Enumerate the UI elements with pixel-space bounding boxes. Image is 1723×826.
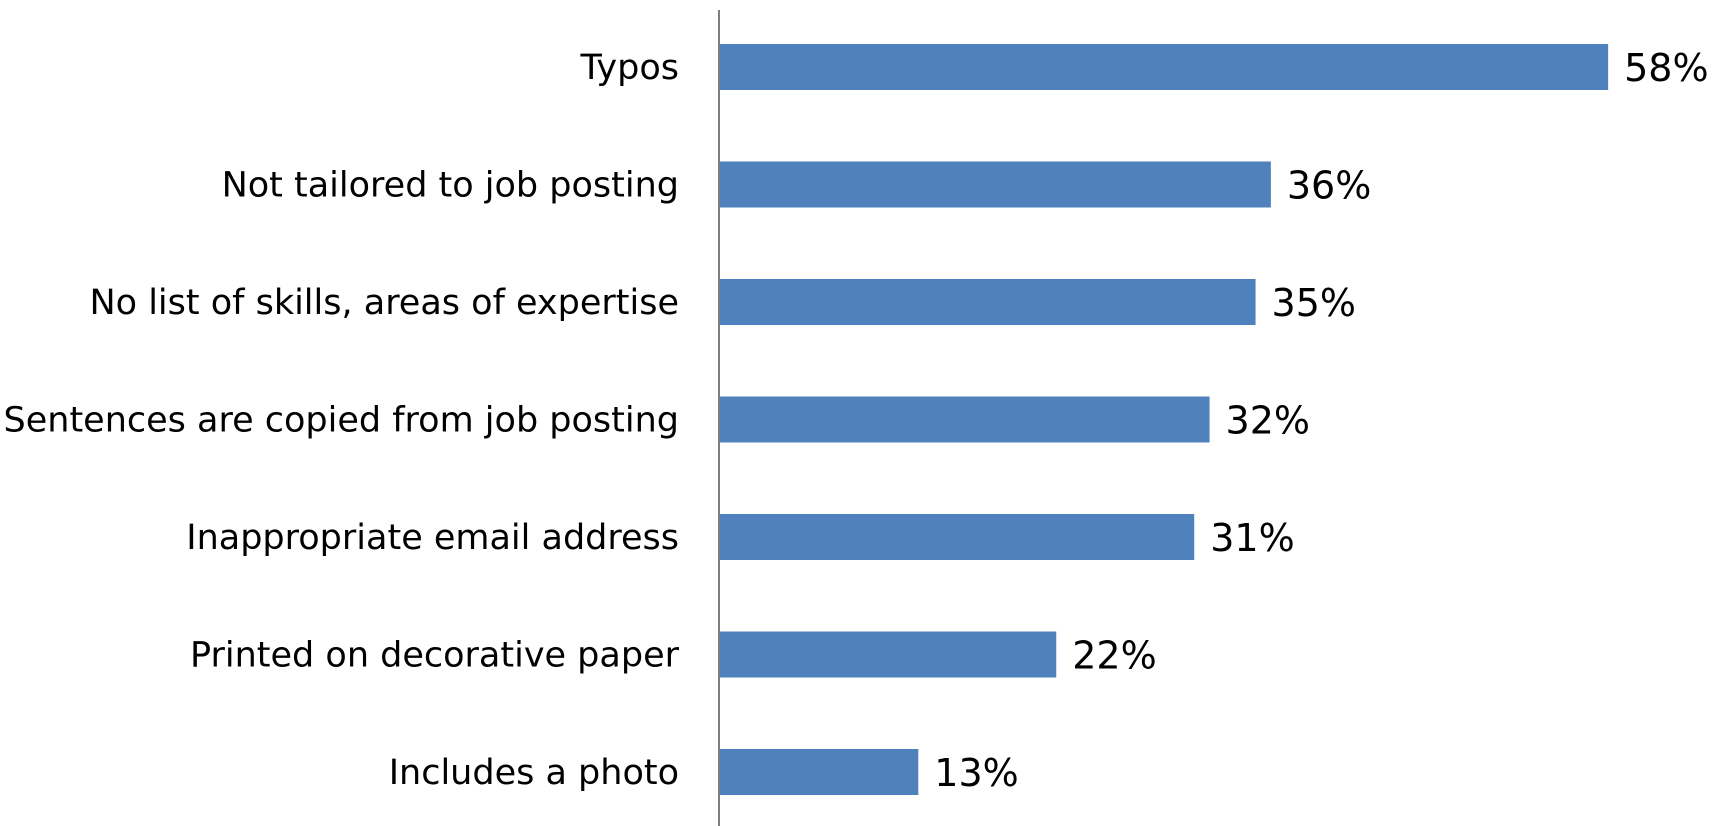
category-label-2: No list of skills, areas of expertise — [89, 283, 679, 323]
category-label-3: Sentences are copied from job posting — [4, 401, 679, 441]
value-label-0: 58% — [1624, 46, 1708, 90]
value-labels-group: 58% 36% 35% 32% 31% 22% 13% — [934, 46, 1708, 795]
category-labels-group: Typos Not tailored to job posting No list … — [4, 48, 680, 793]
value-label-2: 35% — [1272, 281, 1356, 325]
value-label-3: 32% — [1226, 399, 1310, 443]
category-label-1: Not tailored to job posting — [222, 166, 679, 206]
value-label-6: 13% — [934, 751, 1018, 795]
bar-0 — [719, 44, 1609, 90]
category-label-4: Inappropriate email address — [186, 518, 679, 558]
value-label-5: 22% — [1072, 634, 1156, 678]
bar-2 — [719, 279, 1256, 325]
bar-5 — [719, 631, 1057, 678]
category-label-5: Printed on decorative paper — [190, 636, 680, 676]
bar-1 — [719, 161, 1271, 208]
category-label-6: Includes a photo — [389, 753, 679, 793]
value-label-4: 31% — [1210, 516, 1294, 560]
bar-4 — [719, 514, 1195, 560]
bar-3 — [719, 396, 1210, 443]
value-label-1: 36% — [1287, 164, 1371, 208]
bars-group — [719, 44, 1609, 795]
bar-6 — [719, 749, 919, 795]
category-label-0: Typos — [579, 48, 679, 88]
